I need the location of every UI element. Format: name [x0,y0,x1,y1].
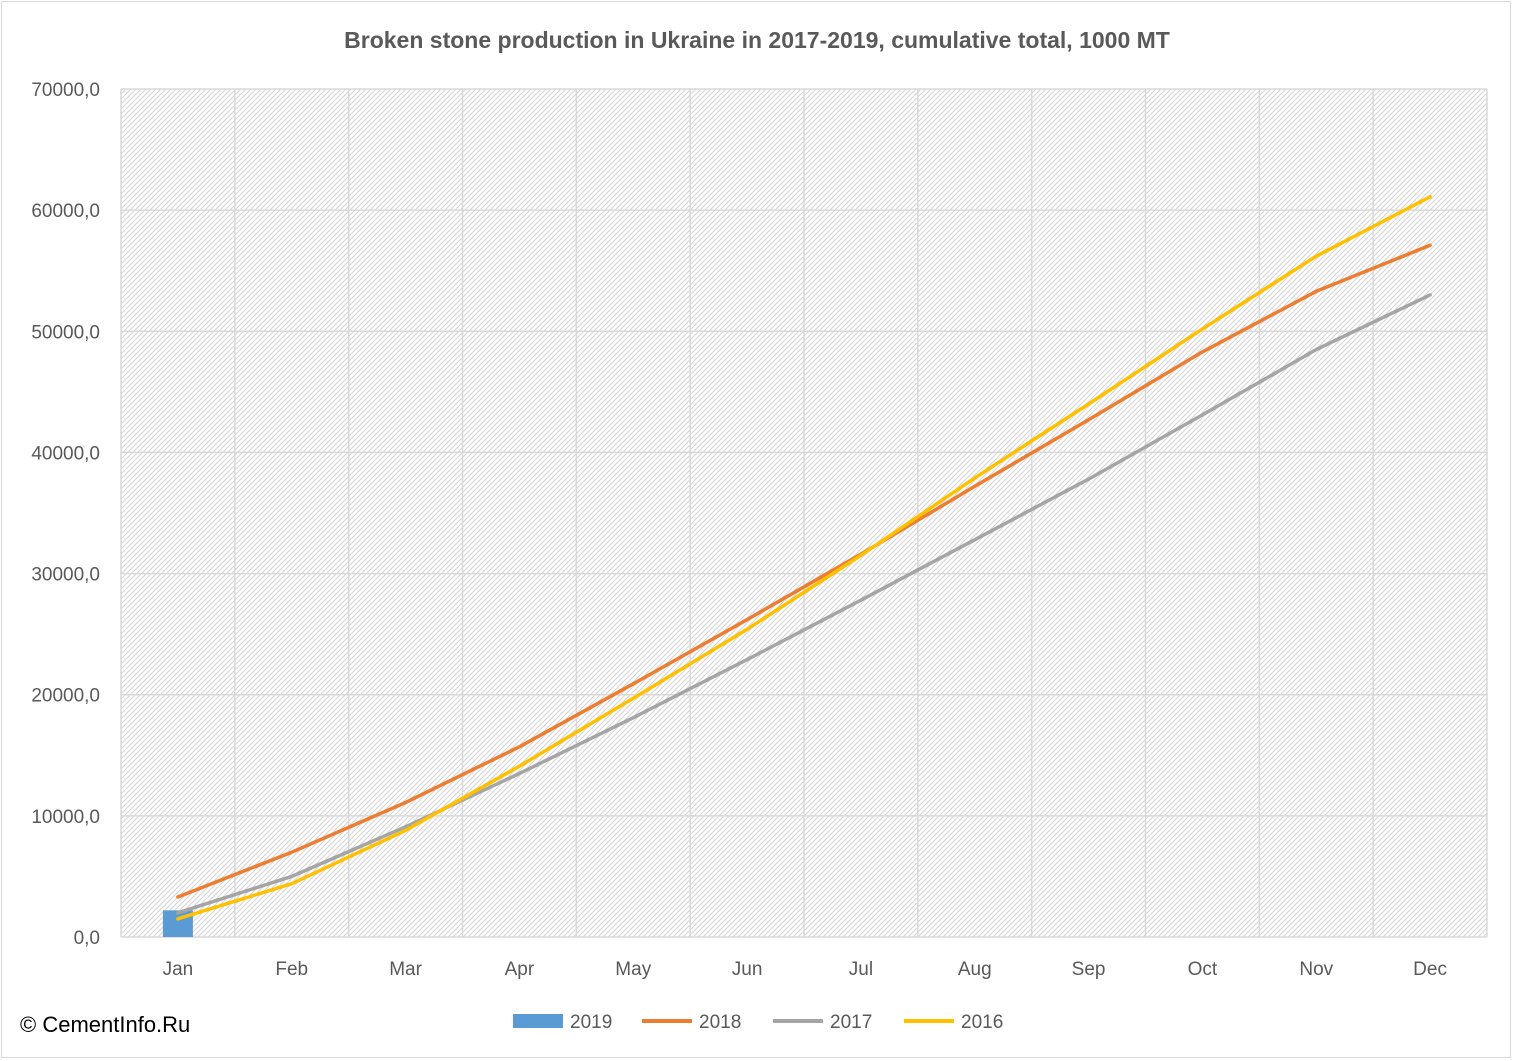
series-line-2018 [176,243,1432,899]
y-tick-label: 0,0 [74,928,100,949]
y-tick-label: 30000,0 [31,565,100,586]
y-tick-label: 60000,0 [31,201,100,222]
y-tick-label: 40000,0 [31,443,100,464]
x-axis: Jan Feb Mar Apr May Jun Jul Aug Sep Oct Nov Dec [163,959,1447,980]
legend-label-2017: 2017 [830,1012,872,1033]
x-tick-label: Jul [849,959,873,980]
x-tick-label: Aug [958,959,992,980]
x-tick-label: Nov [1299,959,1333,980]
legend: 2019 2018 2017 2016 [513,1012,1003,1033]
x-tick-label: Mar [389,959,422,980]
legend-label-2016: 2016 [961,1012,1003,1033]
x-tick-label: Dec [1413,959,1447,980]
y-tick-label: 70000,0 [31,80,100,101]
x-tick-label: Sep [1072,959,1106,980]
legend-swatch-2019 [513,1014,563,1028]
y-tick-label: 20000,0 [31,686,100,707]
x-tick-label: Apr [505,959,535,980]
y-tick-label: 50000,0 [31,322,100,343]
y-tick-label: 10000,0 [31,807,100,828]
chart-title: Broken stone production in Ukraine in 20… [344,27,1170,53]
gridlines [120,88,1488,938]
y-axis: 0,0 10000,0 20000,0 30000,0 40000,0 50000,0 60… [31,80,100,949]
x-tick-label: Jun [732,959,763,980]
series-line-2017 [176,293,1432,915]
x-tick-label: Jan [163,959,194,980]
x-tick-label: Feb [275,959,308,980]
copyright-text: © CementInfo.Ru [20,1012,191,1037]
series-line-2016 [176,195,1432,921]
legend-label-2018: 2018 [699,1012,741,1033]
x-tick-label: May [615,959,651,980]
x-tick-label: Oct [1188,959,1218,980]
series-marks [162,195,1432,937]
legend-label-2019: 2019 [570,1012,612,1033]
